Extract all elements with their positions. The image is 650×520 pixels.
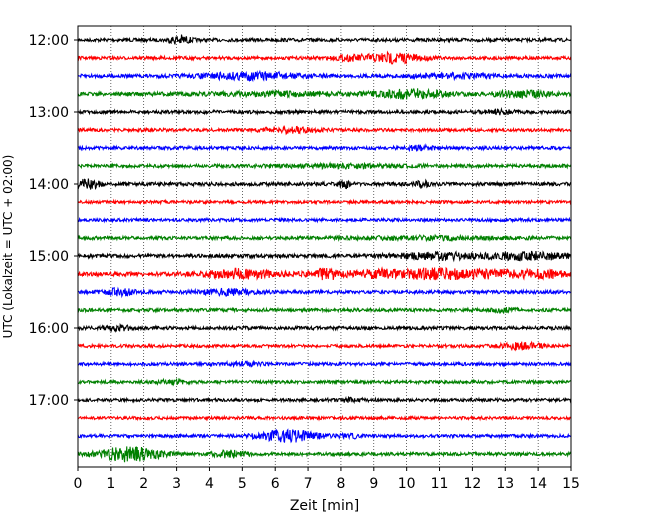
x-tick-label: 9	[369, 476, 378, 492]
y-tick-label: 15:00	[29, 249, 69, 265]
x-tick-label: 5	[238, 476, 247, 492]
trace-1200	[77, 34, 572, 45]
x-tick-label: 2	[139, 476, 148, 492]
x-axis-label: Zeit [min]	[290, 498, 359, 514]
x-tick-label: 13	[496, 476, 514, 492]
trace-1245	[77, 87, 572, 101]
x-axis: 0 1 2 3 4 5 6 7 8 9 10 11 12 13 14 15	[74, 467, 580, 492]
trace-1445	[77, 233, 572, 243]
x-tick-label: 12	[463, 476, 481, 492]
trace-1730	[77, 428, 572, 444]
x-tick-label: 8	[336, 476, 345, 492]
trace-1530	[77, 286, 572, 299]
trace-1500	[77, 250, 572, 263]
trace-1630	[77, 359, 572, 369]
x-tick-label: 4	[205, 476, 214, 492]
y-tick-label: 12:00	[29, 33, 69, 49]
y-tick-label: 14:00	[29, 177, 69, 193]
trace-1230	[77, 69, 572, 83]
trace-1430	[77, 216, 572, 224]
trace-1600	[77, 322, 572, 333]
trace-1330	[77, 143, 572, 153]
y-tick-label: 17:00	[29, 393, 69, 409]
y-axis-label: UTC (Lokalzeit = UTC + 02:00)	[1, 155, 15, 339]
trace-1345	[77, 161, 572, 171]
trace-group	[77, 34, 572, 463]
y-tick-label: 16:00	[29, 321, 69, 337]
y-axis: 12:00 13:00 14:00 15:00 16:00 17:00	[29, 33, 78, 409]
trace-1615	[77, 340, 572, 352]
trace-1415	[77, 198, 572, 206]
x-tick-label: 11	[431, 476, 449, 492]
x-tick-label: 10	[398, 476, 416, 492]
x-tick-label: 6	[271, 476, 280, 492]
trace-1545	[77, 306, 572, 315]
trace-1315	[77, 124, 572, 136]
x-tick-label: 14	[529, 476, 547, 492]
trace-1645	[77, 377, 572, 387]
x-tick-label: 1	[106, 476, 115, 492]
x-tick-label: 0	[74, 476, 83, 492]
trace-1515	[77, 266, 572, 281]
x-tick-label: 15	[562, 476, 580, 492]
trace-1700	[77, 395, 572, 405]
trace-1300	[77, 106, 572, 116]
x-tick-label: 3	[172, 476, 181, 492]
y-tick-label: 13:00	[29, 105, 69, 121]
trace-1715	[77, 414, 572, 422]
x-tick-label: 7	[304, 476, 313, 492]
plot-frame	[77, 25, 572, 468]
trace-1745	[77, 445, 572, 463]
trace-1215	[77, 50, 572, 65]
trace-1400	[77, 178, 572, 191]
